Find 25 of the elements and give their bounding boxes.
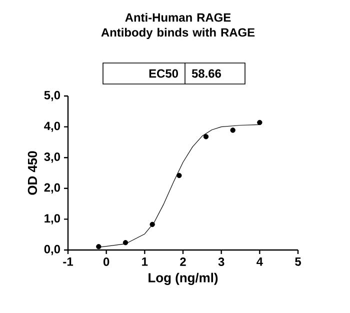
point	[257, 120, 262, 126]
x-tick-label: 1	[142, 258, 148, 266]
y-tick-label: 4,0	[44, 122, 60, 132]
y-tick-label: 0,0	[44, 244, 60, 256]
x-tick-label: 3	[218, 258, 224, 266]
x-tick-label: -1	[63, 258, 73, 266]
point	[122, 240, 128, 246]
x-tick-label: 4	[256, 258, 263, 266]
x-axis-title: Log (ng/ml)	[148, 272, 218, 285]
point	[96, 244, 102, 250]
point	[176, 172, 182, 178]
y-tick-label: 1,0	[44, 214, 60, 224]
y-axis-title: OD 450	[28, 151, 38, 195]
chart-title: Anti-Human RAGE Antibody binds with RAGE	[101, 12, 255, 40]
x-tick-label: 0	[103, 258, 110, 266]
x-tick-label: 5	[295, 258, 301, 266]
y-tick-label: 5,0	[44, 90, 60, 102]
text: 58.66	[192, 69, 222, 78]
point	[230, 128, 236, 133]
point	[150, 222, 155, 228]
y-tick-label: 3,0	[44, 152, 60, 163]
text: EC50	[149, 69, 178, 78]
x-tick-label: 2	[180, 258, 186, 266]
y-tick-label: 2,0	[44, 183, 60, 194]
point	[203, 134, 209, 140]
